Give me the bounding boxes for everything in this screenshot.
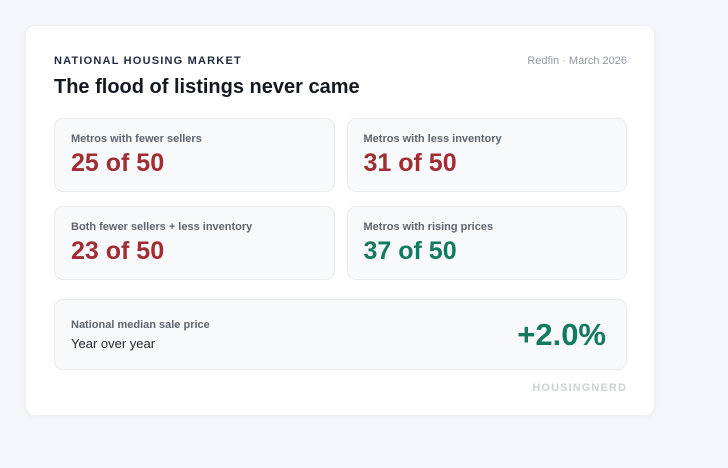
- stat-box-less-inventory: Metros with less inventory 31 of 50: [346, 118, 627, 192]
- stat-value: 37 of 50: [363, 237, 457, 265]
- watermark: HOUSINGNERD: [532, 382, 627, 394]
- stat-box-both-fewer-and-less: Both fewer sellers + less inventory 23 o…: [54, 206, 335, 280]
- card-header: NATIONAL HOUSING MARKET Redfin · March 2…: [54, 55, 627, 67]
- stat-value: 31 of 50: [363, 149, 457, 177]
- report-card: NATIONAL HOUSING MARKET Redfin · March 2…: [25, 25, 655, 416]
- card-title: The flood of listings never came: [54, 76, 360, 98]
- stat-value: 23 of 50: [71, 237, 165, 265]
- median-price-labels: National median sale price Year over yea…: [71, 319, 210, 351]
- median-price-change-value: +2.0%: [517, 316, 606, 352]
- stat-label: Both fewer sellers + less inventory: [71, 221, 253, 233]
- stat-box-fewer-sellers: Metros with fewer sellers 25 of 50: [54, 118, 335, 192]
- median-price-panel: National median sale price Year over yea…: [54, 299, 627, 370]
- eyebrow-label: NATIONAL HOUSING MARKET: [54, 55, 242, 67]
- median-price-label: National median sale price: [71, 318, 210, 331]
- stat-label: Metros with fewer sellers: [71, 133, 202, 145]
- stat-value: 25 of 50: [71, 149, 165, 177]
- stat-label: Metros with rising prices: [363, 221, 494, 233]
- stat-label: Metros with less inventory: [363, 133, 502, 145]
- stat-box-rising-prices: Metros with rising prices 37 of 50: [346, 206, 627, 280]
- source-attribution: Redfin · March 2026: [527, 55, 627, 67]
- stats-grid: Metros with fewer sellers 25 of 50 Metro…: [54, 118, 627, 280]
- year-over-year-label: Year over year: [71, 335, 156, 351]
